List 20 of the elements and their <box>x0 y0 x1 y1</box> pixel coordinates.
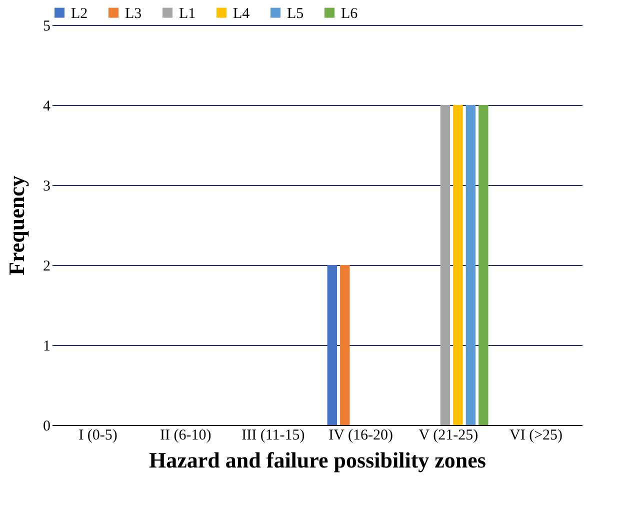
y-tick-label: 4 <box>43 98 51 114</box>
y-tick-label: 1 <box>43 338 50 354</box>
x-axis-title: Hazard and failure possibility zones <box>149 448 486 472</box>
y-axis-title: Frequency <box>4 176 29 276</box>
x-tick-label: I (0-5) <box>78 428 118 444</box>
x-tick-label: V (21-25) <box>418 428 478 444</box>
legend-label: L1 <box>179 6 196 22</box>
legend-label: L4 <box>233 6 250 22</box>
x-tick-label: IV (16-20) <box>328 428 393 444</box>
legend-label: L2 <box>71 6 88 22</box>
legend-label: L3 <box>125 6 142 22</box>
legend-label: L5 <box>287 6 304 22</box>
x-tick-label: VI (>25) <box>509 428 563 444</box>
y-tick-label: 5 <box>43 18 50 34</box>
x-tick-label: III (11-15) <box>242 428 305 444</box>
y-tick-label: 0 <box>43 418 50 434</box>
y-tick-label: 2 <box>43 258 50 274</box>
x-tick-label: II (6-10) <box>160 428 212 444</box>
y-tick-label: 3 <box>43 178 50 194</box>
legend-label: L6 <box>341 6 358 22</box>
